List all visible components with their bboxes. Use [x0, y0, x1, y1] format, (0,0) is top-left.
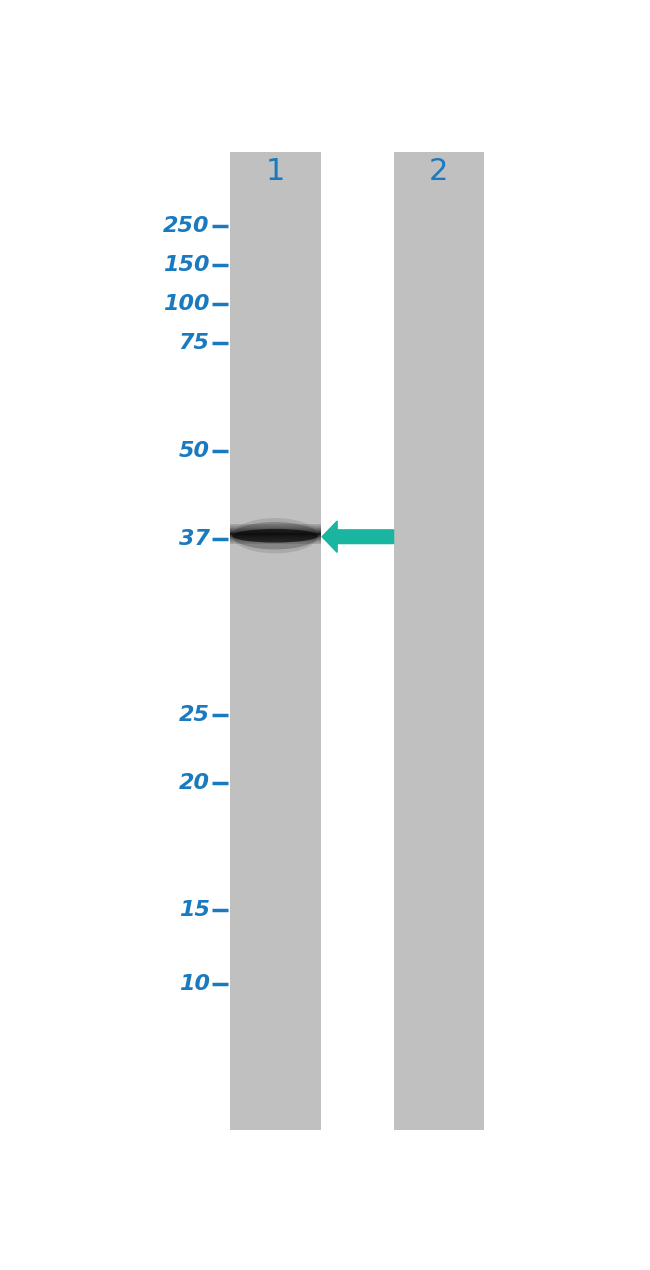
Bar — [230, 152, 320, 1130]
Ellipse shape — [232, 518, 318, 554]
FancyArrow shape — [322, 521, 393, 552]
Text: 2: 2 — [429, 157, 448, 187]
Text: 15: 15 — [179, 900, 210, 921]
Text: 1: 1 — [265, 157, 285, 187]
Text: 100: 100 — [163, 293, 210, 314]
Text: 37: 37 — [179, 528, 210, 549]
Text: 10: 10 — [179, 974, 210, 993]
Ellipse shape — [232, 528, 318, 542]
Text: 50: 50 — [179, 441, 210, 461]
Ellipse shape — [232, 522, 318, 550]
Bar — [393, 152, 484, 1130]
Text: 75: 75 — [179, 333, 210, 353]
Text: 25: 25 — [179, 705, 210, 725]
Text: 250: 250 — [163, 216, 210, 236]
Text: 20: 20 — [179, 773, 210, 794]
Text: 150: 150 — [163, 255, 210, 274]
